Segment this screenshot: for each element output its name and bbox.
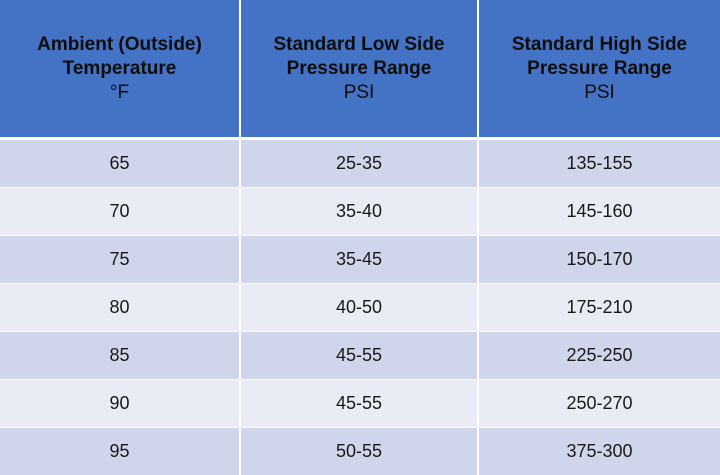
table-cell: 50-55 bbox=[240, 428, 478, 475]
table-cell: 90 bbox=[0, 380, 240, 428]
table-cell: 95 bbox=[0, 428, 240, 475]
table-cell: 375-300 bbox=[478, 428, 720, 475]
table-cell: 80 bbox=[0, 284, 240, 332]
table-cell: 145-160 bbox=[478, 188, 720, 236]
header-title-line: Ambient (Outside) bbox=[0, 33, 239, 57]
table-cell: 85 bbox=[0, 332, 240, 380]
header-unit: PSI bbox=[479, 81, 720, 105]
header-cell: Ambient (Outside)Temperature°F bbox=[0, 0, 240, 139]
table-cell: 65 bbox=[0, 139, 240, 188]
table-cell: 250-270 bbox=[478, 380, 720, 428]
header-title-line: Pressure Range bbox=[479, 57, 720, 81]
header-unit: PSI bbox=[241, 81, 477, 105]
table-cell: 225-250 bbox=[478, 332, 720, 380]
table-cell: 150-170 bbox=[478, 236, 720, 284]
header-title-line: Standard Low Side bbox=[241, 33, 477, 57]
table-cell: 35-45 bbox=[240, 236, 478, 284]
table-cell: 25-35 bbox=[240, 139, 478, 188]
header-title-line: Pressure Range bbox=[241, 57, 477, 81]
header-unit: °F bbox=[0, 81, 239, 105]
table-cell: 70 bbox=[0, 188, 240, 236]
table-cell: 45-55 bbox=[240, 380, 478, 428]
header-title-line: Standard High Side bbox=[479, 33, 720, 57]
header-title-line: Temperature bbox=[0, 57, 239, 81]
table-cell: 75 bbox=[0, 236, 240, 284]
table-cell: 175-210 bbox=[478, 284, 720, 332]
table-cell: 45-55 bbox=[240, 332, 478, 380]
table-cell: 135-155 bbox=[478, 139, 720, 188]
table-cell: 35-40 bbox=[240, 188, 478, 236]
table-cell: 40-50 bbox=[240, 284, 478, 332]
